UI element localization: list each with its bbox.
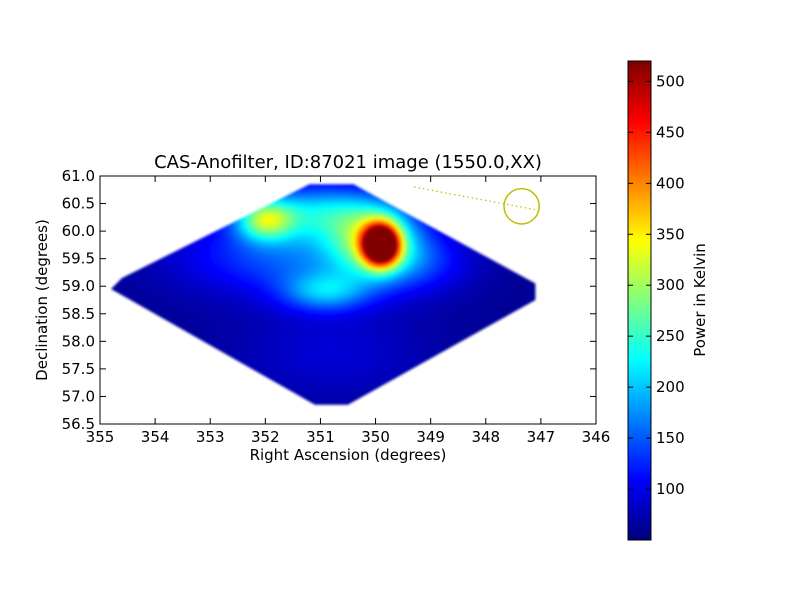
plot-frame <box>99 175 597 425</box>
colorbar-tick-label: 500 <box>656 72 685 90</box>
colorbar-gradient <box>628 61 651 540</box>
y-tick-label: 58.0 <box>62 332 95 350</box>
annotation <box>414 186 540 225</box>
x-axis-label: Right Ascension (degrees) <box>250 446 447 464</box>
y-tick-label: 61.0 <box>62 167 95 185</box>
x-tick-label: 349 <box>416 428 445 446</box>
x-tick-label: 351 <box>306 428 335 446</box>
x-axis-ticks: 355 354 353 352 351 350 349 348 347 346 <box>86 176 611 446</box>
x-tick-label: 355 <box>86 428 115 446</box>
x-tick-label: 346 <box>582 428 611 446</box>
annotation-circle <box>503 187 540 225</box>
x-tick-label: 348 <box>471 428 500 446</box>
colorbar-frame <box>627 60 652 541</box>
x-tick-label: 350 <box>361 428 390 446</box>
colorbar-tick-label: 250 <box>656 327 685 345</box>
colorbar-tick-label: 150 <box>656 429 685 447</box>
colorbar-tick-label: 450 <box>656 123 685 141</box>
x-tick-label: 354 <box>141 428 170 446</box>
colorbar-tick-label: 100 <box>656 480 685 498</box>
y-tick-label: 60.5 <box>62 195 95 213</box>
x-tick-label: 353 <box>196 428 225 446</box>
plot-area: 355 354 353 352 351 350 349 348 347 346 56.557.05… <box>62 167 611 446</box>
y-tick-label: 58.5 <box>62 305 95 323</box>
y-tick-label: 60.0 <box>62 222 95 240</box>
y-tick-label: 56.5 <box>62 415 95 433</box>
x-tick-label: 347 <box>527 428 556 446</box>
colorbar-ticks: 100 150 200 250 300 350 400 450 500 <box>628 72 685 498</box>
x-tick-label: 352 <box>251 428 280 446</box>
annotation-dotted-line <box>414 186 539 211</box>
y-tick-label: 57.5 <box>62 360 95 378</box>
colorbar-tick-label: 200 <box>656 378 685 396</box>
y-tick-label: 57.0 <box>62 387 95 405</box>
y-axis-ticks: 56.5 57.0 57.5 58.0 58.5 59.0 59.5 60.0 60.5 61.0 <box>62 167 596 433</box>
chart-title: CAS-Anofilter, ID:87021 image (1550.0,XX… <box>154 152 542 173</box>
colorbar-label: Power in Kelvin <box>691 243 709 357</box>
y-axis-label: Declination (degrees) <box>33 219 51 381</box>
y-tick-label: 59.5 <box>62 250 95 268</box>
y-tick-label: 59.0 <box>62 277 95 295</box>
colorbar-tick-label: 300 <box>656 276 685 294</box>
colorbar: 100 150 200 250 300 350 400 450 500 Power in Kel… <box>627 60 709 541</box>
colorbar-tick-label: 400 <box>656 174 685 192</box>
colorbar-tick-label: 350 <box>656 225 685 243</box>
